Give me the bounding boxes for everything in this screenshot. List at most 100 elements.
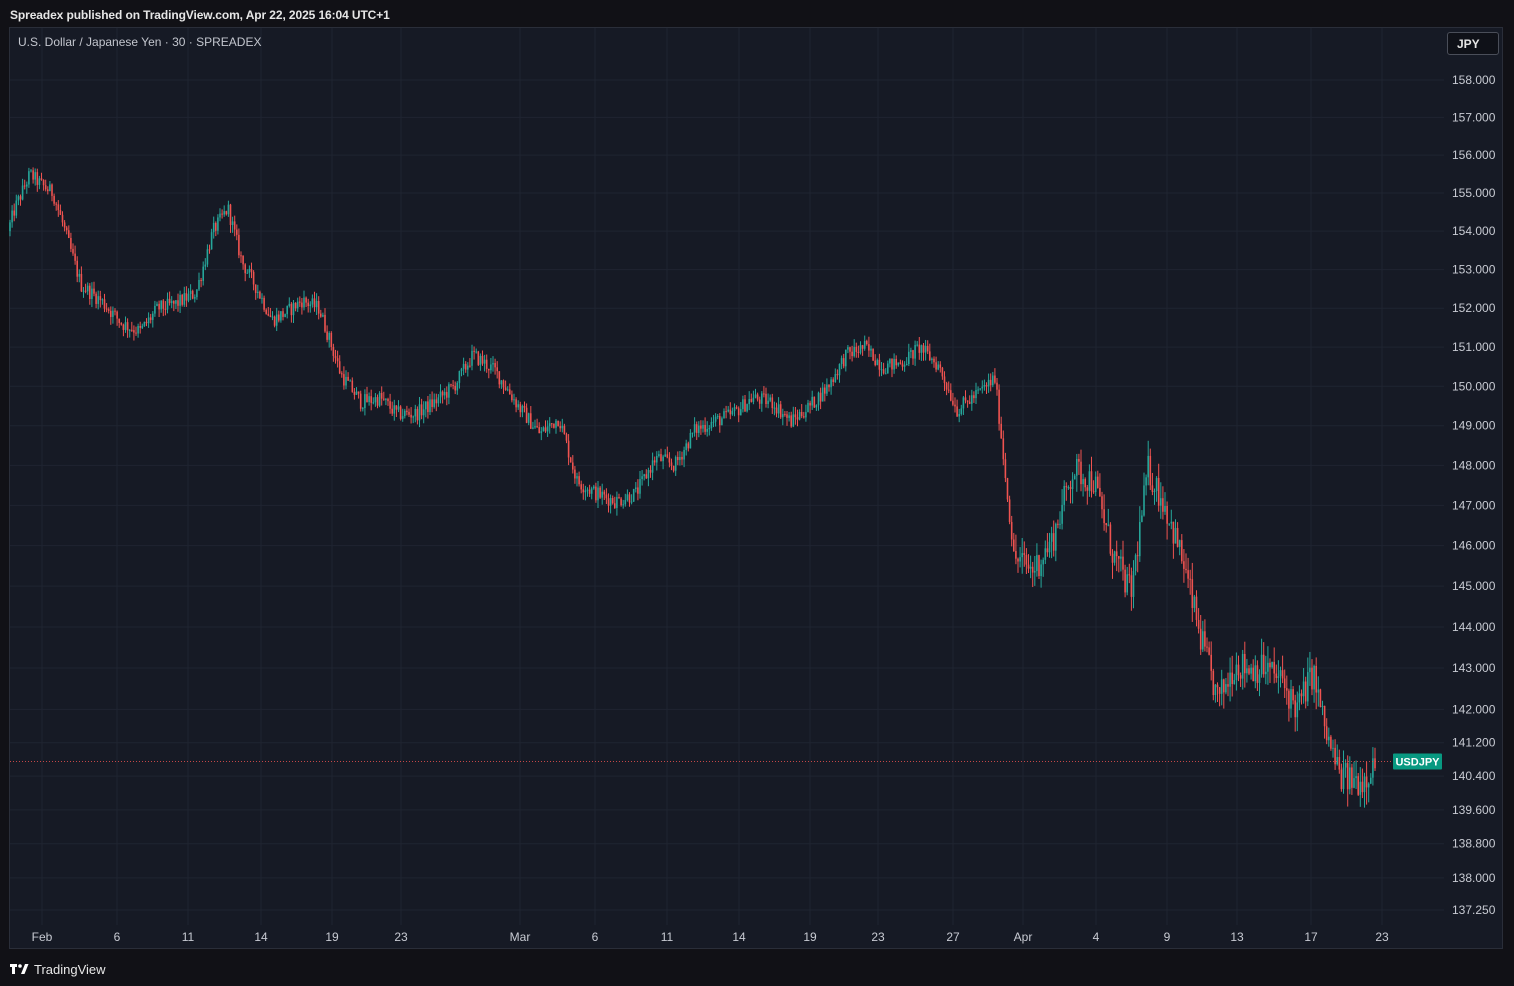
candle-body — [443, 391, 446, 396]
candle-body — [376, 397, 379, 406]
candle-body — [137, 325, 139, 334]
candle-body — [183, 293, 186, 305]
x-tick-label: 6 — [592, 930, 599, 944]
candle-body — [689, 433, 692, 449]
candle-body — [945, 383, 948, 390]
candle-body — [805, 412, 807, 418]
candle-body — [1061, 504, 1063, 524]
candle-body — [1124, 569, 1126, 593]
candle-body — [1078, 458, 1080, 462]
chart-frame[interactable] — [9, 27, 1503, 949]
x-tick-label: 17 — [1304, 930, 1318, 944]
candle-body — [1113, 551, 1116, 563]
last-price-tag — [1393, 753, 1442, 770]
candle-body — [1181, 540, 1183, 562]
x-tick-label: 11 — [661, 930, 674, 944]
candle-body — [519, 404, 522, 413]
candle-body — [252, 271, 255, 285]
candle-body — [1118, 556, 1120, 559]
candle-body — [832, 379, 834, 382]
candle-body — [1155, 477, 1158, 492]
candle-body — [1120, 556, 1122, 559]
y-tick-label: 144.000 — [1452, 620, 1496, 634]
candle-body — [500, 380, 503, 385]
candle-body — [1294, 700, 1296, 718]
candle-body — [992, 375, 994, 386]
candle-body — [931, 358, 933, 361]
candle-body — [882, 369, 885, 374]
candle-body — [95, 293, 97, 304]
candle-body — [1283, 678, 1286, 689]
candle-body — [452, 385, 454, 387]
candle-body — [1172, 521, 1175, 544]
candle-body — [809, 402, 811, 406]
candle-body — [998, 389, 1000, 424]
candle-body — [834, 374, 837, 382]
candle-body — [536, 426, 538, 428]
x-tick-label: 14 — [732, 930, 746, 944]
candle-body — [773, 407, 776, 409]
candle-body — [1122, 556, 1124, 570]
x-tick-label: Mar — [510, 930, 531, 944]
candle-body — [763, 393, 765, 395]
candle-body — [93, 288, 95, 294]
candle-body — [391, 408, 393, 414]
y-tick-label: 153.000 — [1452, 263, 1496, 277]
y-tick-label: 151.000 — [1452, 340, 1496, 354]
candle-body — [1187, 570, 1189, 579]
candle-body — [950, 390, 952, 401]
candle-body — [788, 415, 790, 418]
candle-body — [389, 401, 391, 409]
candle-body — [979, 388, 981, 390]
candle-body — [588, 489, 591, 494]
candle-body — [891, 358, 893, 370]
candle-body — [1321, 705, 1324, 708]
candle-body — [448, 384, 450, 398]
candle-body — [811, 396, 813, 406]
candle-body — [23, 185, 26, 187]
candle-body — [544, 427, 547, 432]
candle-body — [65, 227, 68, 231]
candle-body — [294, 302, 297, 309]
candle-body — [1006, 478, 1009, 500]
candle-body — [767, 400, 769, 405]
candle-body — [1323, 705, 1326, 727]
candle-body — [198, 279, 200, 290]
candle-body — [1307, 672, 1309, 702]
candle-body — [752, 397, 755, 402]
candle-body — [908, 351, 910, 365]
candle-body — [1248, 668, 1250, 674]
candle-body — [120, 322, 123, 325]
currency-button[interactable]: JPY — [1447, 32, 1499, 55]
candle-body — [506, 389, 509, 391]
candle-body — [1233, 680, 1236, 684]
candle-body — [1015, 551, 1017, 559]
candle-body — [647, 470, 650, 479]
candle-body — [525, 407, 528, 423]
candle-body — [147, 317, 150, 324]
candle-body — [173, 300, 175, 304]
candle-body — [385, 398, 387, 400]
candle-body — [903, 365, 906, 367]
candle-body — [288, 303, 291, 307]
candle-body — [572, 462, 574, 470]
candle-body — [1336, 757, 1338, 765]
candle-body — [872, 348, 874, 361]
x-tick-label: 11 — [182, 930, 195, 944]
candle-body — [1325, 726, 1328, 741]
candle-body — [1223, 679, 1225, 693]
candle-body — [322, 314, 324, 317]
candle-body — [975, 390, 977, 399]
candle-body — [1229, 672, 1231, 687]
candle-body — [918, 344, 921, 353]
candle-body — [160, 300, 162, 310]
y-tick-label: 152.000 — [1452, 301, 1496, 315]
candle-body — [86, 285, 89, 292]
candle-body — [374, 397, 377, 403]
candle-body — [210, 232, 213, 250]
candle-body — [378, 393, 381, 406]
candle-body — [498, 371, 501, 385]
candle-body — [259, 291, 261, 299]
candle-body — [357, 391, 360, 394]
